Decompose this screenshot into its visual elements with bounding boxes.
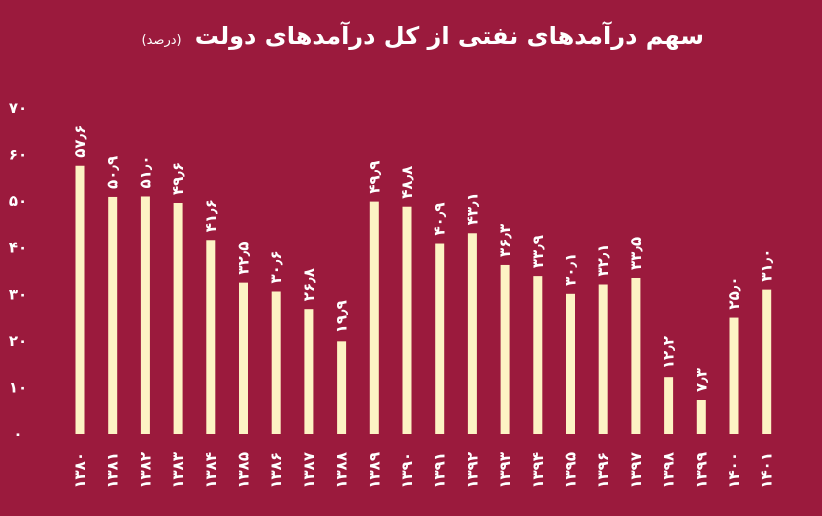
bar <box>533 276 543 434</box>
x-tick-label: ۱۳۹۹ <box>692 452 710 489</box>
bar-value-label: ۱۲٫۲ <box>660 336 678 369</box>
x-tick-label: ۱۳۸۷ <box>300 452 318 489</box>
bar-value-label: ۱۹٫۹ <box>333 300 351 333</box>
chart-unit: (درصد) <box>141 33 182 48</box>
y-tick-label: ۳۰ <box>9 285 27 303</box>
chart-title: سهم درآمدهای نفتی از کل درآمدهای دولت <box>194 22 704 50</box>
x-tick-label: ۱۴۰۱ <box>758 452 776 489</box>
y-tick-label: ۷۰ <box>9 99 27 117</box>
x-tick-label: ۱۳۸۶ <box>267 452 285 489</box>
bar-value-label: ۴۹٫۹ <box>365 161 383 194</box>
bar <box>140 196 150 434</box>
bar-value-label: ۷٫۳ <box>692 368 710 392</box>
bar <box>108 196 118 434</box>
bar-value-label: ۵۱٫۰ <box>136 155 154 188</box>
x-tick-label: ۱۳۸۸ <box>333 452 351 489</box>
bar <box>75 165 85 434</box>
bar-value-label: ۴۳٫۱ <box>463 192 481 225</box>
chart-title-block: سهم درآمدهای نفتی از کل درآمدهای دولت (د… <box>142 22 704 50</box>
bar-value-label: ۳۰٫۶ <box>267 250 285 283</box>
bar-value-label: ۲۵٫۰ <box>725 276 743 309</box>
bar <box>369 201 379 434</box>
y-tick-label: ۴۰ <box>9 239 27 257</box>
x-tick-label: ۱۴۰۰ <box>725 452 743 489</box>
bar <box>696 400 706 434</box>
bar <box>598 284 608 434</box>
y-tick-label: ۶۰ <box>9 146 27 164</box>
bar-value-label: ۵۷٫۶ <box>71 125 89 158</box>
x-tick-label: ۱۳۹۰ <box>398 452 416 489</box>
bar <box>467 233 477 434</box>
x-tick-label: ۱۳۹۴ <box>529 452 547 489</box>
bar-value-label: ۲۶٫۸ <box>300 268 318 301</box>
bar-value-label: ۳۳٫۹ <box>529 235 547 268</box>
bar-value-label: ۳۱٫۰ <box>758 249 776 282</box>
bar-value-label: ۴۰٫۹ <box>431 202 449 235</box>
bar <box>500 264 510 434</box>
bar-value-label: ۳۶٫۳ <box>496 224 514 257</box>
bar <box>337 341 347 434</box>
bar <box>762 289 772 434</box>
x-tick-label: ۱۳۸۹ <box>365 452 383 489</box>
bar-value-label: ۴۹٫۶ <box>169 162 187 195</box>
bar <box>566 293 575 434</box>
y-tick-label: ۱۰ <box>9 378 27 396</box>
bar <box>206 240 216 434</box>
bar-value-label: ۴۸٫۸ <box>398 166 416 199</box>
bar <box>304 309 314 434</box>
y-tick-label: ۰ <box>13 425 22 443</box>
bar-value-label: ۵۰٫۹ <box>104 156 122 189</box>
x-tick-label: ۱۳۸۴ <box>202 452 220 489</box>
bar-value-label: ۳۰٫۱ <box>562 253 580 286</box>
x-tick-label: ۱۳۹۷ <box>627 452 645 489</box>
bar <box>271 291 281 434</box>
bar <box>729 317 739 434</box>
x-tick-label: ۱۳۹۳ <box>496 452 514 489</box>
bar-value-label: ۴۱٫۶ <box>202 199 220 232</box>
x-tick-label: ۱۳۹۱ <box>431 452 449 489</box>
x-tick-label: ۱۳۸۰ <box>71 452 89 489</box>
bar-value-label: ۳۲٫۱ <box>594 243 612 276</box>
x-tick-label: ۱۳۸۱ <box>104 452 122 489</box>
bar <box>173 203 183 434</box>
x-tick-label: ۱۳۸۵ <box>235 452 253 489</box>
x-tick-label: ۱۳۹۵ <box>562 452 580 489</box>
x-tick-label: ۱۳۸۳ <box>169 452 187 489</box>
x-tick-label: ۱۳۸۲ <box>136 452 154 489</box>
bar-value-label: ۳۳٫۵ <box>627 237 645 270</box>
y-tick-label: ۲۰ <box>9 332 27 350</box>
bar-value-label: ۳۲٫۵ <box>235 242 253 275</box>
x-tick-label: ۱۳۹۲ <box>463 452 481 489</box>
x-tick-label: ۱۳۹۸ <box>660 452 678 489</box>
bar <box>631 277 641 434</box>
bar <box>239 282 248 434</box>
bar <box>402 206 412 434</box>
bar <box>664 377 674 434</box>
x-tick-label: ۱۳۹۶ <box>594 452 612 489</box>
bar <box>435 243 445 434</box>
y-tick-label: ۵۰ <box>9 192 27 210</box>
